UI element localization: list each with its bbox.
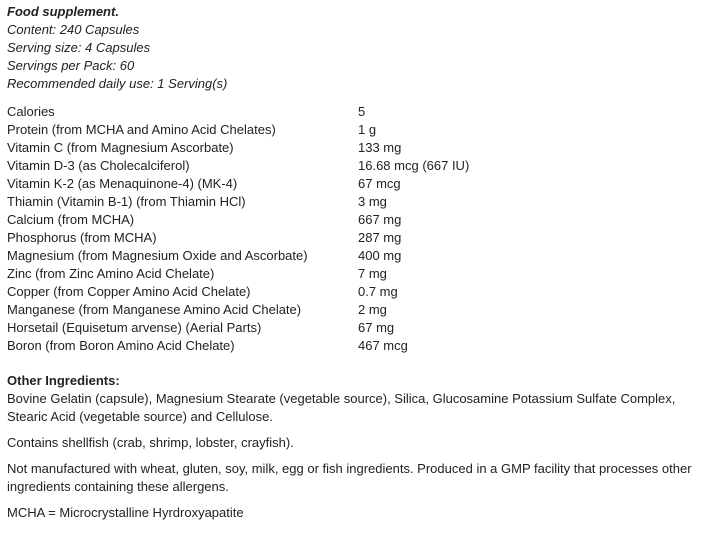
nutrient-name: Vitamin K-2 (as Menaquinone-4) (MK-4) bbox=[7, 176, 238, 191]
table-row: Magnesium (from Magnesium Oxide and Asco… bbox=[7, 247, 469, 265]
nutrient-name: Calcium (from MCHA) bbox=[7, 212, 135, 227]
allergen-statement: Not manufactured with wheat, gluten, soy… bbox=[7, 461, 692, 494]
table-row: Vitamin C (from Magnesium Ascorbate) 133 … bbox=[7, 139, 469, 157]
product-title: Food supplement. bbox=[7, 4, 119, 19]
nutrient-name: Vitamin C (from Magnesium Ascorbate) bbox=[7, 140, 234, 155]
nutrient-amount: 1 g bbox=[358, 122, 377, 137]
table-row: Calories 5 bbox=[7, 103, 469, 121]
product-info: Food supplement. Content: 240 Capsules S… bbox=[7, 3, 703, 93]
content-line: Content: 240 Capsules bbox=[7, 22, 140, 37]
nutrient-amount: 287 mg bbox=[358, 230, 402, 245]
supplement-facts: Food supplement. Content: 240 Capsules S… bbox=[7, 3, 703, 520]
nutrient-amount: 16.68 mcg (667 IU) bbox=[358, 158, 470, 173]
nutrient-amount: 133 mg bbox=[358, 140, 402, 155]
table-row: Zinc (from Zinc Amino Acid Chelate) 7 mg bbox=[7, 265, 469, 283]
nutrient-name: Zinc (from Zinc Amino Acid Chelate) bbox=[7, 266, 215, 281]
nutrient-name: Manganese (from Manganese Amino Acid Che… bbox=[7, 302, 302, 317]
nutrient-amount: 0.7 mg bbox=[358, 284, 398, 299]
nutrient-name: Phosphorus (from MCHA) bbox=[7, 230, 157, 245]
table-row: Vitamin D-3 (as Cholecalciferol) 16.68 mc… bbox=[7, 157, 469, 175]
nutrient-amount: 5 bbox=[358, 104, 366, 119]
servings-per-pack-line: Servings per Pack: 60 bbox=[7, 58, 135, 73]
shellfish-warning: Contains shellfish (crab, shrimp, lobste… bbox=[7, 435, 294, 450]
other-ingredients-heading: Other Ingredients: bbox=[7, 373, 120, 388]
table-row: Protein (from MCHA and Amino Acid Chelat… bbox=[7, 121, 469, 139]
nutrient-name: Boron (from Boron Amino Acid Chelate) bbox=[7, 338, 235, 353]
nutrient-name: Protein (from MCHA and Amino Acid Chelat… bbox=[7, 122, 276, 137]
serving-size-line: Serving size: 4 Capsules bbox=[7, 40, 151, 55]
table-row: Horsetail (Equisetum arvense) (Aerial Pa… bbox=[7, 319, 469, 337]
table-row: Copper (from Copper Amino Acid Chelate) 0… bbox=[7, 283, 469, 301]
nutrient-amount: 3 mg bbox=[358, 194, 387, 209]
table-row: Manganese (from Manganese Amino Acid Che… bbox=[7, 301, 469, 319]
recommended-use-line: Recommended daily use: 1 Serving(s) bbox=[7, 76, 228, 91]
nutrient-name: Horsetail (Equisetum arvense) (Aerial Pa… bbox=[7, 320, 262, 335]
nutrient-name: Thiamin (Vitamin B-1) (from Thiamin HCl) bbox=[7, 194, 246, 209]
nutrients-table: Calories 5 Protein (from MCHA and Amino Ac… bbox=[7, 103, 469, 355]
nutrient-amount: 400 mg bbox=[358, 248, 402, 263]
table-row: Boron (from Boron Amino Acid Chelate) 467… bbox=[7, 337, 469, 355]
nutrient-name: Calories bbox=[7, 104, 55, 119]
nutrient-amount: 667 mg bbox=[358, 212, 402, 227]
table-row: Phosphorus (from MCHA) 287 mg bbox=[7, 229, 469, 247]
nutrient-amount: 67 mg bbox=[358, 320, 395, 335]
table-row: Calcium (from MCHA) 667 mg bbox=[7, 211, 469, 229]
other-ingredients-text: Bovine Gelatin (capsule), Magnesium Stea… bbox=[7, 391, 676, 424]
nutrient-amount: 67 mcg bbox=[358, 176, 401, 191]
nutrient-name: Vitamin D-3 (as Cholecalciferol) bbox=[7, 158, 190, 173]
table-row: Thiamin (Vitamin B-1) (from Thiamin HCl)… bbox=[7, 193, 469, 211]
nutrient-amount: 2 mg bbox=[358, 302, 387, 317]
mcha-definition: MCHA = Microcrystalline Hyrdroxyapatite bbox=[7, 505, 244, 520]
nutrient-amount: 467 mcg bbox=[358, 338, 408, 353]
nutrient-name: Magnesium (from Magnesium Oxide and Asco… bbox=[7, 248, 308, 263]
nutrient-name: Copper (from Copper Amino Acid Chelate) bbox=[7, 284, 251, 299]
nutrient-amount: 7 mg bbox=[358, 266, 387, 281]
table-row: Vitamin K-2 (as Menaquinone-4) (MK-4) 67 … bbox=[7, 175, 469, 193]
